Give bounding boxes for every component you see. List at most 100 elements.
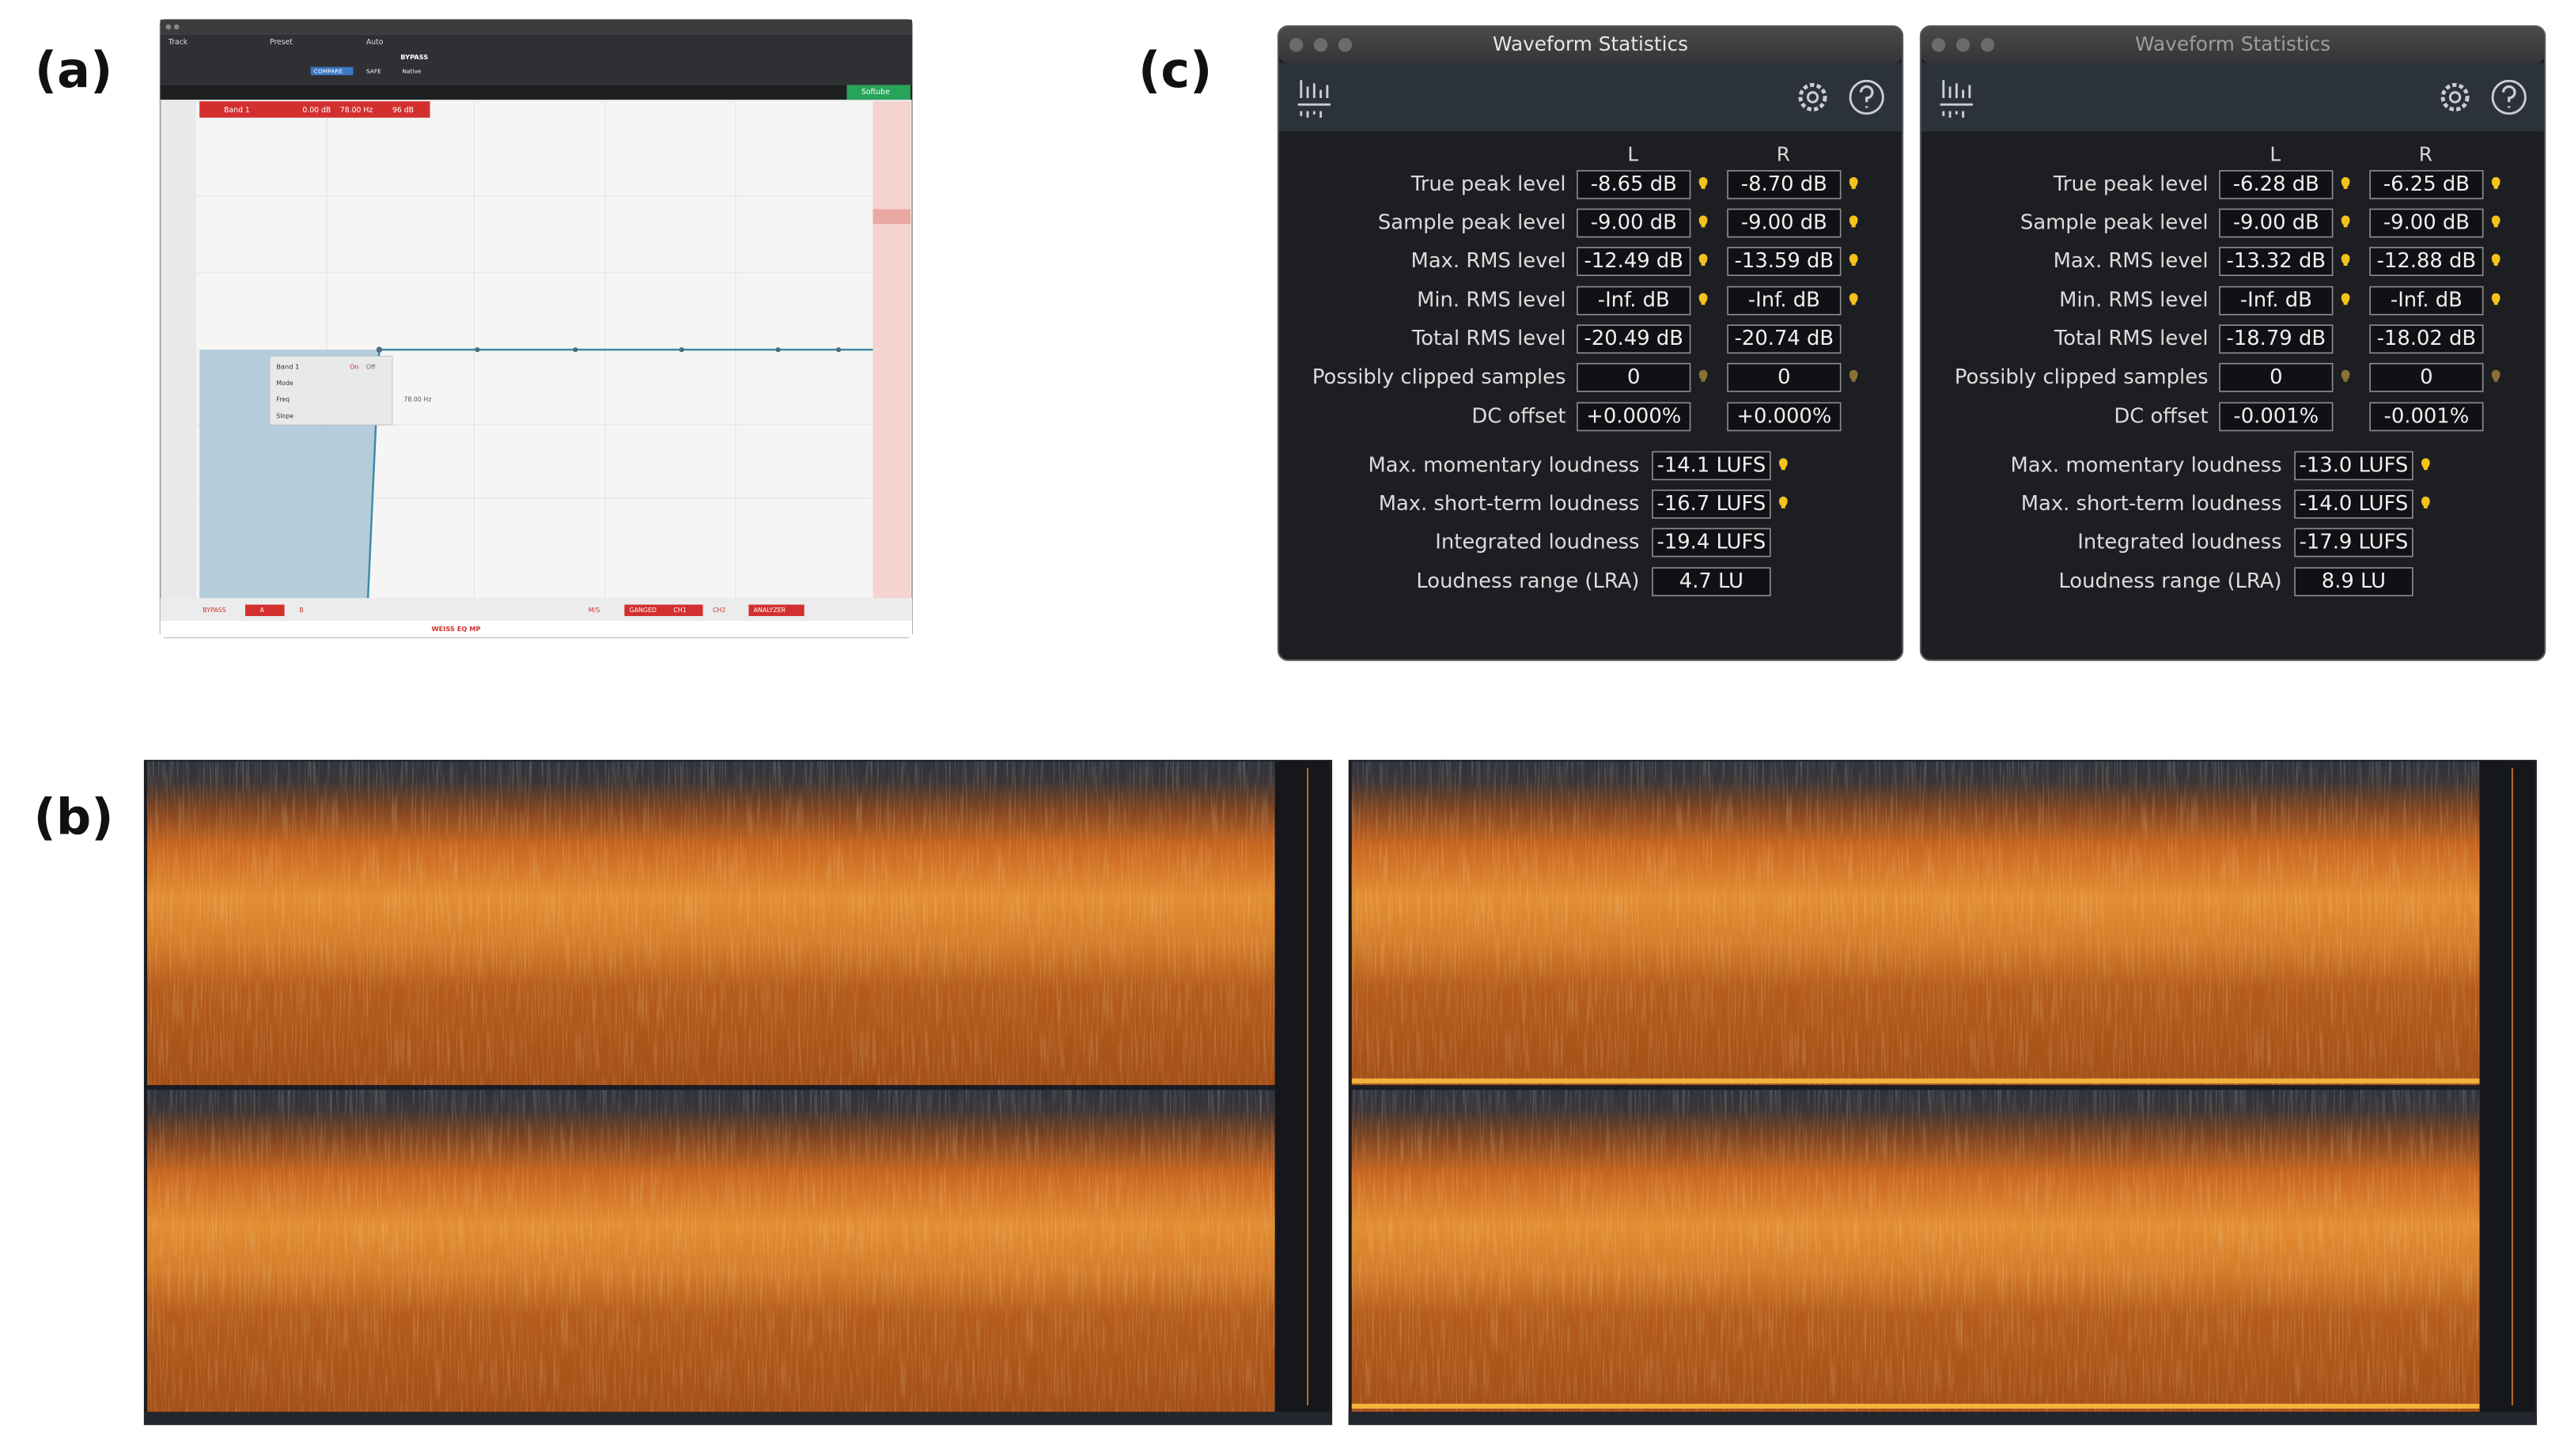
loudness-value: -14.0 LUFS — [2300, 492, 2409, 516]
value-box — [2219, 247, 2334, 276]
stat-value: -Inf. dB — [2240, 289, 2312, 312]
value-box — [1652, 528, 1771, 558]
warning-light — [1698, 369, 1708, 382]
value-box — [1727, 362, 1842, 392]
panel-label: (a) — [35, 41, 112, 99]
warning-light — [1698, 176, 1708, 189]
value-box — [1577, 324, 1691, 354]
stat-value: -Inf. dB — [1748, 289, 1820, 312]
value-box — [1577, 286, 1691, 316]
settings-icon — [2440, 82, 2470, 112]
value-box — [2294, 567, 2413, 596]
stat-label: True peak level — [2053, 172, 2209, 196]
value-box — [1727, 247, 1842, 276]
loudness-label: Max. short-term loudness — [1379, 492, 1640, 516]
warning-light — [1849, 215, 1858, 228]
warning-light — [1849, 293, 1858, 305]
value-box — [2369, 286, 2484, 316]
popup-label: On — [350, 363, 358, 370]
header-bar — [1921, 62, 2545, 132]
bottom-button-label: CH1 — [673, 607, 686, 614]
value-box — [2369, 362, 2484, 392]
window-control — [1338, 38, 1353, 52]
stat-label: Min. RMS level — [1417, 289, 1565, 312]
stat-value: -6.28 dB — [2233, 172, 2319, 196]
warning-light — [2491, 254, 2501, 266]
stat-value: -8.65 dB — [1591, 172, 1677, 196]
loudness-label: Loudness range (LRA) — [1416, 569, 1639, 593]
value-box — [2294, 528, 2413, 558]
stat-value: -18.79 dB — [2227, 327, 2326, 350]
column-header: L — [2270, 142, 2281, 165]
stat-value: -12.49 dB — [1584, 249, 1684, 273]
loudness-value: -19.4 LUFS — [1657, 530, 1766, 554]
settings-icon-core — [2448, 91, 2462, 104]
warning-light — [1849, 254, 1858, 266]
toolbar-label: Track — [168, 38, 188, 47]
stat-value: -20.74 dB — [1735, 327, 1834, 350]
bottom-button-label: CH2 — [713, 607, 725, 614]
stat-label: Min. RMS level — [2059, 289, 2208, 312]
stat-label: Possibly clipped samples — [1955, 365, 2209, 389]
bottom-button-label: B — [299, 607, 303, 614]
help-mark — [2501, 85, 2516, 108]
header-bar — [1278, 62, 1902, 132]
stat-value: -6.25 dB — [2383, 172, 2470, 196]
column-header: R — [1777, 142, 1790, 165]
value-box — [1577, 247, 1691, 276]
column-header: L — [1627, 142, 1638, 165]
value-box — [1577, 362, 1691, 392]
help-mark — [1859, 85, 1874, 108]
stat-value: 0 — [2270, 365, 2282, 389]
window-control — [1931, 38, 1946, 52]
panel-label: (c) — [1138, 41, 1212, 99]
value-box — [2294, 490, 2413, 519]
warning-light — [2341, 176, 2350, 189]
popup-label: Mode — [276, 380, 293, 387]
spectrogram-right — [1348, 759, 2537, 1425]
loudness-label: Max. short-term loudness — [2021, 492, 2282, 516]
loudness-value: 8.9 LU — [2322, 569, 2386, 593]
band-bar-label: 96 dB — [392, 106, 414, 115]
warning-light — [2341, 254, 2350, 266]
warning-light — [2341, 369, 2350, 382]
toolbar-label: Auto — [366, 38, 384, 47]
window-title: Waveform Statistics — [2135, 32, 2330, 55]
band-bar-label: Band 1 — [224, 106, 250, 115]
value-box — [2294, 451, 2413, 481]
button-label: COMPARE — [314, 68, 343, 75]
warning-light — [2491, 215, 2501, 228]
toolbar-label: Preset — [270, 38, 293, 47]
value-box — [2369, 402, 2484, 432]
bottom-button-label: ANALYZER — [754, 607, 786, 614]
value-box — [2219, 402, 2334, 432]
eq-window — [159, 18, 913, 638]
loudness-label: Loudness range (LRA) — [2058, 569, 2281, 593]
value-box — [2369, 170, 2484, 199]
window-control — [1289, 38, 1304, 52]
stat-value: -0.001% — [2233, 404, 2319, 428]
button-label: SAFE — [366, 68, 381, 75]
warning-light — [1778, 496, 1788, 509]
stat-value: -Inf. dB — [1598, 289, 1670, 312]
stat-label: Sample peak level — [2020, 211, 2209, 235]
stat-value: -0.001% — [2384, 404, 2470, 428]
warning-light — [1849, 176, 1858, 189]
stat-value: -18.02 dB — [2377, 327, 2477, 350]
warning-light — [2341, 293, 2350, 305]
meter-icon — [1940, 80, 1974, 118]
popup-label: Freq — [276, 396, 290, 403]
warning-light — [2341, 215, 2350, 228]
window-control — [1980, 38, 1995, 52]
stat-value: 0 — [1777, 365, 1790, 389]
stat-value: -9.00 dB — [1591, 211, 1677, 235]
stat-value: -13.59 dB — [1735, 249, 1834, 273]
stat-value: -9.00 dB — [2233, 211, 2319, 235]
button-label: BYPASS — [400, 53, 428, 61]
value-box — [1727, 170, 1842, 199]
stat-label: Max. RMS level — [1411, 249, 1566, 273]
value-box — [2369, 208, 2484, 238]
warning-light — [2421, 458, 2430, 471]
window-control — [1955, 38, 1971, 52]
value-box — [1652, 490, 1771, 519]
